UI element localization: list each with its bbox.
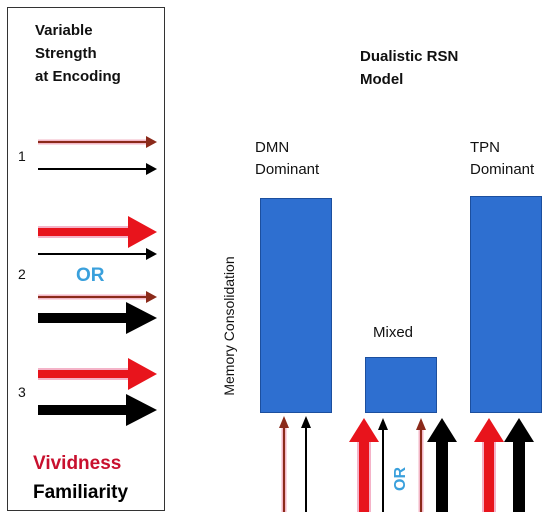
- column-label-dmn: DMN Dominant: [255, 139, 320, 178]
- dmn-thin-vividness-arrow: [279, 416, 289, 512]
- mixed-thin-vividness-arrow: [416, 418, 426, 512]
- bar-tpn: [470, 196, 542, 413]
- bar-dmn: [260, 198, 332, 413]
- column-label-mixed: Mixed: [373, 324, 414, 341]
- tpn-thick-vividness-arrow: [474, 418, 504, 512]
- row3-thick-vividness-arrow: [38, 358, 157, 390]
- legend-vividness: Vividness: [33, 453, 122, 474]
- row1-thin-vividness-arrow: [38, 136, 157, 148]
- dmn-thin-familiarity-arrow: [301, 416, 311, 512]
- tpn-thick-familiarity-arrow: [504, 418, 534, 512]
- encoding-title: Variable Strength at Encoding: [35, 22, 121, 85]
- row-label-3: 3: [18, 384, 26, 400]
- row-label-1: 1: [18, 148, 26, 164]
- model-title: Dualistic RSN Model: [360, 48, 459, 88]
- row2-thin-familiarity-arrow: [38, 248, 157, 260]
- row2-thick-vividness-arrow: [38, 216, 157, 248]
- legend-familiarity: Familiarity: [33, 482, 129, 503]
- mixed-thick-familiarity-arrow: [427, 418, 457, 512]
- row2-thin-vividness-arrow: [38, 291, 157, 303]
- row3-thick-familiarity-arrow: [38, 394, 157, 426]
- column-label-tpn: TPN Dominant: [470, 139, 535, 178]
- bar-mixed: [365, 357, 437, 413]
- row1-thin-familiarity-arrow: [38, 163, 157, 175]
- mixed-thick-vividness-arrow: [349, 418, 379, 512]
- row2-thick-familiarity-arrow: [38, 302, 157, 334]
- encoding-panel: [7, 7, 165, 511]
- encoding-or-label: OR: [76, 265, 105, 286]
- row-label-2: 2: [18, 266, 26, 282]
- mixed-thin-familiarity-arrow: [378, 418, 388, 512]
